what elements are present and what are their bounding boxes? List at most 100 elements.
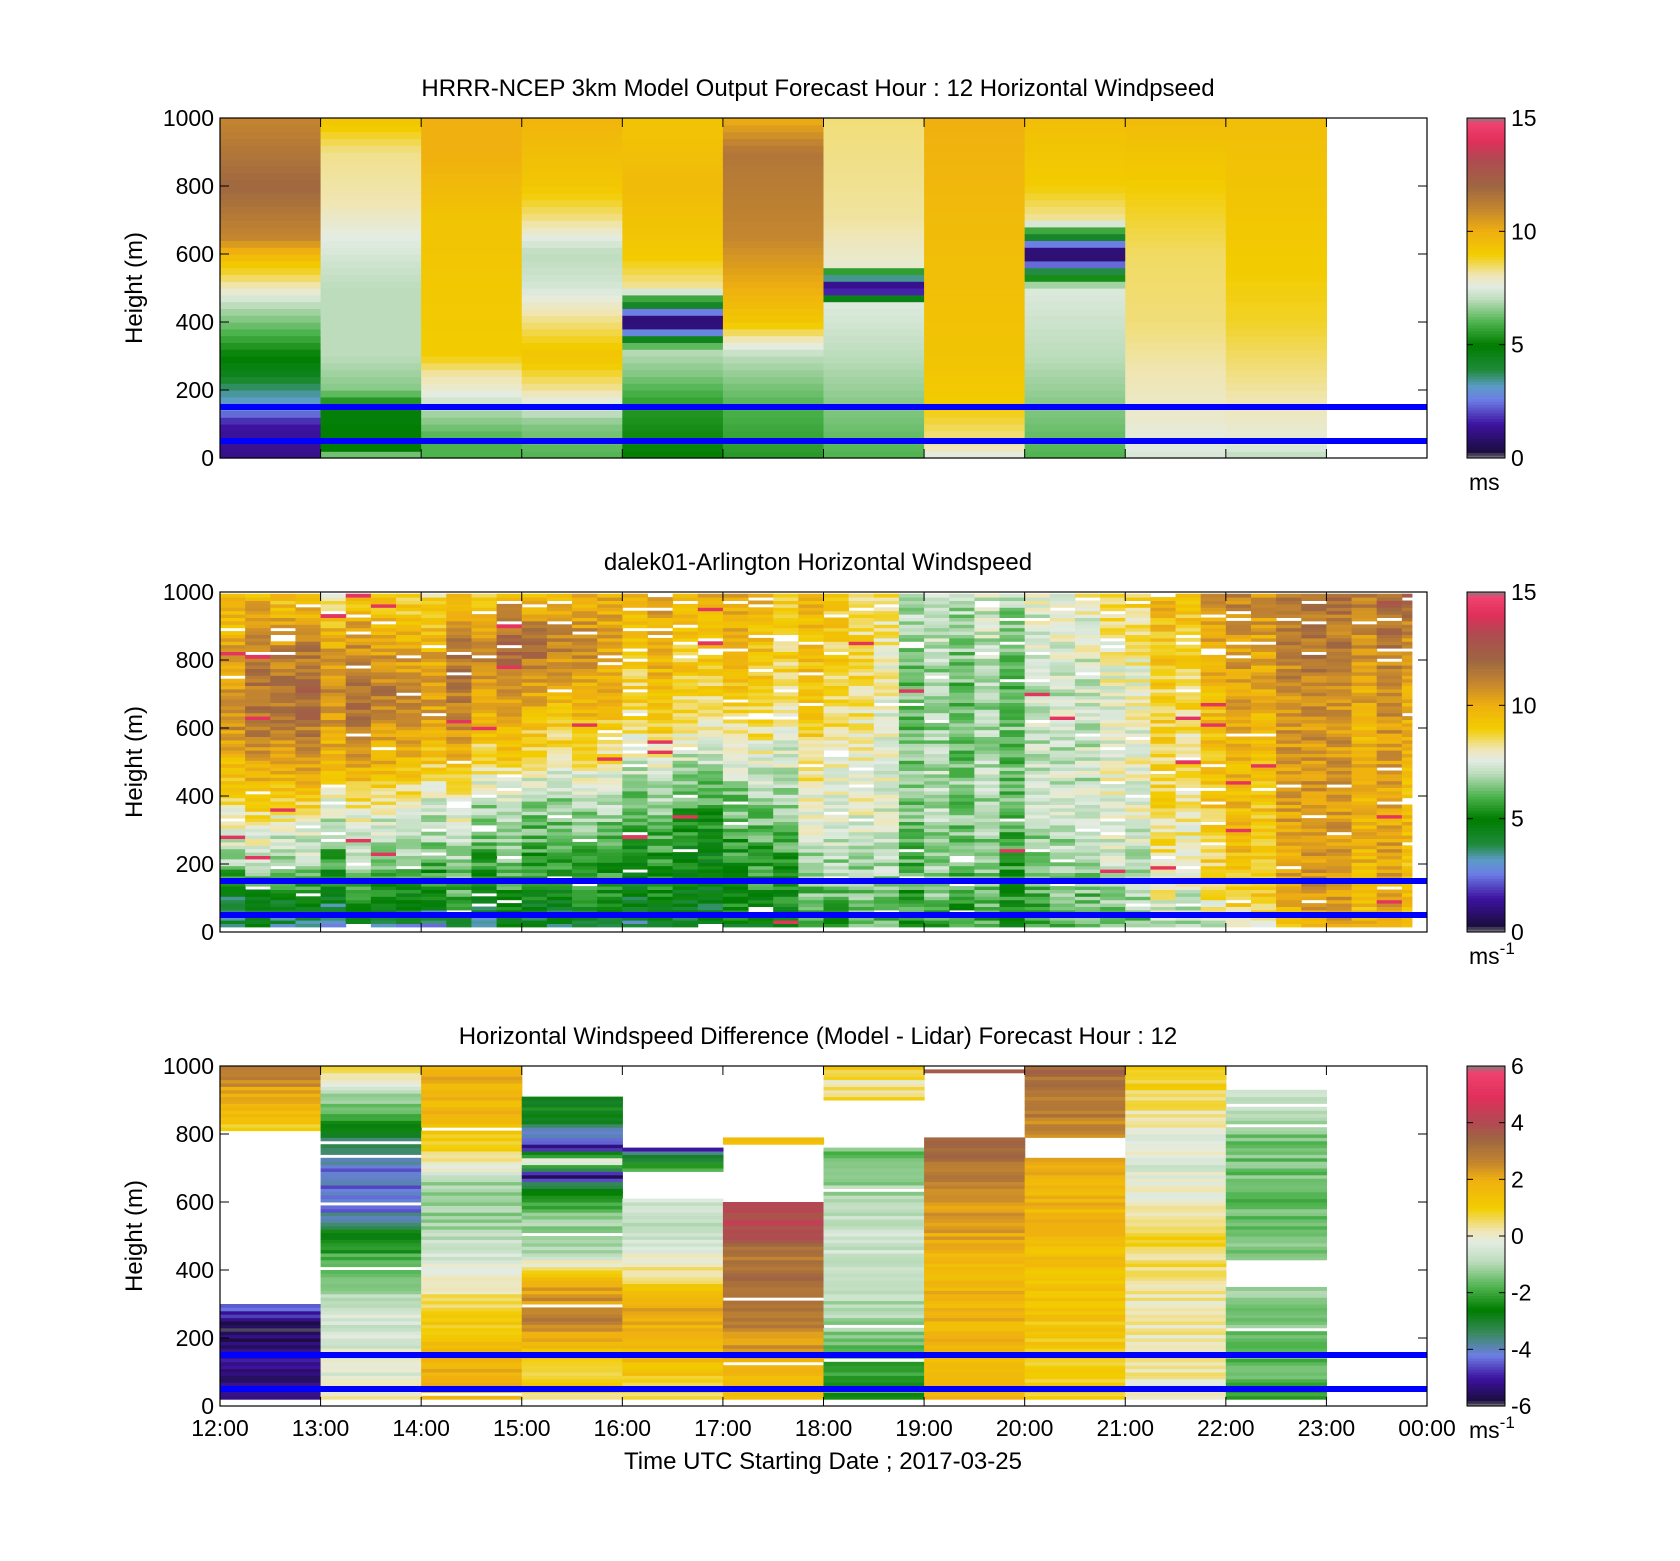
heatmap-cell <box>521 872 548 877</box>
heatmap-cell <box>949 831 975 836</box>
heatmap-cell <box>949 641 975 646</box>
heatmap-cell <box>722 131 825 139</box>
heatmap-cell <box>546 824 573 829</box>
heatmap-cell <box>1074 875 1101 880</box>
heatmap-cell <box>647 665 674 669</box>
heatmap-cell <box>1150 838 1177 843</box>
heatmap-cell <box>421 858 447 863</box>
heatmap-cell <box>1175 627 1202 632</box>
heatmap-cell <box>1150 818 1177 822</box>
heatmap-cell <box>245 661 271 666</box>
heatmap-cell <box>295 610 322 615</box>
colorbar-segment <box>1467 285 1505 289</box>
heatmap-cell <box>1074 692 1101 697</box>
heatmap-cell <box>396 896 422 901</box>
heatmap-cell <box>245 889 271 894</box>
heatmap-cell <box>1301 841 1327 846</box>
heatmap-cell <box>220 220 322 228</box>
heatmap-cell <box>1100 661 1126 666</box>
heatmap-cell <box>396 756 422 761</box>
heatmap-cell <box>823 780 850 785</box>
heatmap-cell <box>1250 875 1277 880</box>
heatmap-cell <box>1200 597 1227 601</box>
heatmap-cell <box>1200 641 1227 646</box>
heatmap-cell <box>1049 651 1076 656</box>
heatmap-cell <box>798 620 824 625</box>
heatmap-cell <box>647 865 674 870</box>
heatmap-cell <box>421 709 447 714</box>
heatmap-cell <box>270 665 296 669</box>
heatmap-cell <box>697 617 724 622</box>
heatmap-cell <box>848 814 875 819</box>
heatmap-cell <box>798 712 824 717</box>
heatmap-cell <box>345 811 372 816</box>
heatmap-cell <box>220 716 246 720</box>
heatmap-cell <box>1301 760 1327 765</box>
heatmap-cell <box>597 620 623 625</box>
heatmap-cell <box>521 770 548 775</box>
heatmap-cell <box>396 804 422 809</box>
heatmap-cell <box>220 631 246 635</box>
heatmap-cell <box>722 322 825 330</box>
heatmap-cell <box>345 831 372 836</box>
heatmap-cell <box>823 654 850 659</box>
heatmap-cell <box>421 801 447 805</box>
heatmap-cell <box>848 875 875 880</box>
heatmap-cell <box>295 719 322 724</box>
colorbar-segment <box>1467 282 1505 286</box>
heatmap-cell <box>748 777 774 782</box>
heatmap-cell <box>220 607 246 612</box>
colorbar-segment <box>1467 248 1505 252</box>
heatmap-cell <box>622 821 648 826</box>
heatmap-cell <box>873 658 900 663</box>
heatmap-cell <box>1074 818 1101 822</box>
heatmap-cell <box>396 716 422 720</box>
heatmap-cell <box>295 872 322 877</box>
heatmap-cell <box>521 889 548 894</box>
heatmap-cell <box>345 865 372 870</box>
heatmap-cell <box>999 665 1026 669</box>
heatmap-cell <box>1024 780 1051 785</box>
heatmap-cell <box>496 739 523 744</box>
heatmap-cell <box>345 600 372 605</box>
heatmap-cell <box>748 682 774 686</box>
heatmap-cell <box>672 767 699 771</box>
heatmap-cell <box>345 719 372 724</box>
heatmap-cell <box>974 923 1001 928</box>
heatmap-cell <box>974 862 1001 867</box>
heatmap-cell <box>1125 349 1227 357</box>
heatmap-cell <box>320 794 347 799</box>
heatmap-cell <box>1100 733 1126 737</box>
heatmap-cell <box>798 688 824 693</box>
heatmap-cell <box>924 661 950 666</box>
heatmap-cell <box>722 199 825 207</box>
heatmap-cell <box>1175 729 1202 734</box>
heatmap-cell <box>848 668 875 673</box>
heatmap-cell <box>1225 756 1252 761</box>
heatmap-cell <box>220 746 246 751</box>
heatmap-cell <box>823 814 850 819</box>
heatmap-cell <box>1150 811 1177 816</box>
heatmap-cell <box>1074 739 1101 744</box>
heatmap-cell <box>798 835 824 839</box>
heatmap-cell <box>345 644 372 649</box>
heatmap-cell <box>697 593 724 598</box>
heatmap-cell <box>722 831 749 836</box>
heatmap-cell <box>546 617 573 622</box>
heatmap-cell <box>295 668 322 673</box>
heatmap-cell <box>1175 889 1202 894</box>
heatmap-cell <box>220 661 246 666</box>
heatmap-cell <box>1100 675 1126 680</box>
heatmap-cell <box>295 705 322 710</box>
heatmap-cell <box>823 739 850 744</box>
colorbar-segment <box>1467 231 1505 235</box>
heatmap-cell <box>1250 750 1277 754</box>
heatmap-cell <box>697 814 724 819</box>
heatmap-cell <box>974 597 1001 601</box>
heatmap-cell <box>622 773 648 778</box>
heatmap-cell <box>496 916 523 921</box>
heatmap-cell <box>622 780 648 785</box>
heatmap-cell <box>1250 631 1277 635</box>
heatmap-cell <box>396 641 422 646</box>
colorbar-segment <box>1467 222 1505 227</box>
